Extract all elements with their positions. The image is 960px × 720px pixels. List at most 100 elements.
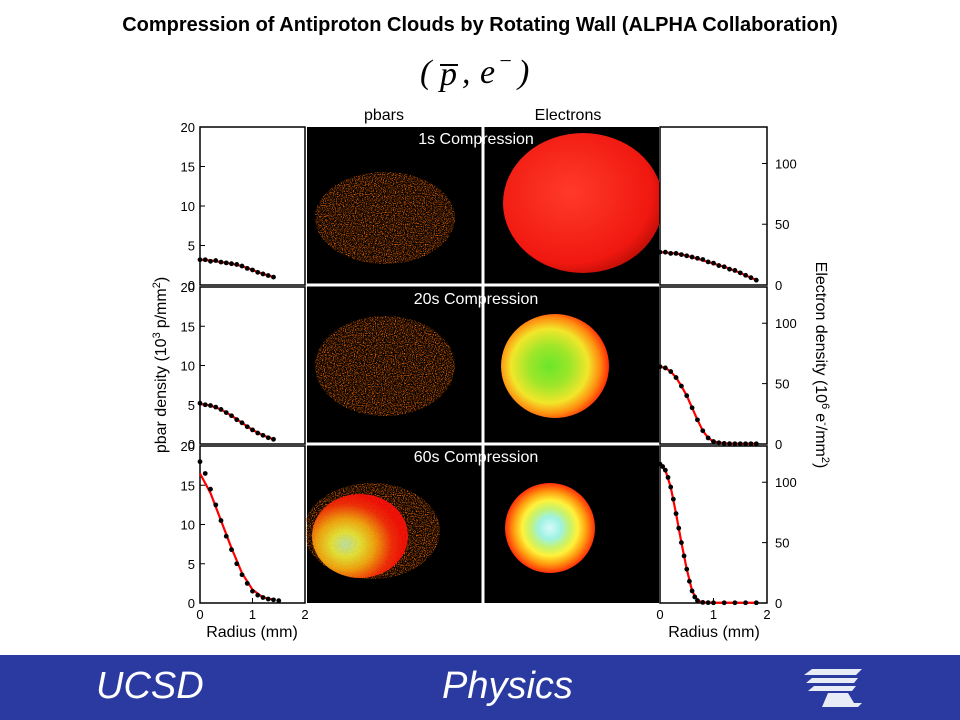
electron-data-point bbox=[668, 484, 674, 490]
electron-data-point bbox=[676, 525, 682, 531]
pbar-ytick-label: 10 bbox=[181, 518, 195, 533]
pbar-data-point bbox=[229, 261, 234, 267]
left-ylabel-main: pbar density (10 bbox=[153, 338, 170, 453]
pbar-data-point bbox=[260, 432, 266, 438]
electron-data-point bbox=[665, 475, 671, 480]
electron-ytick-label: 0 bbox=[775, 278, 782, 293]
pbars-column-label: pbars bbox=[364, 107, 404, 124]
pbar-data-point bbox=[255, 592, 261, 598]
pbar-data-point bbox=[229, 413, 234, 419]
pbar-data-point bbox=[265, 596, 271, 602]
electron-data-point bbox=[753, 441, 759, 447]
pbar-data-point bbox=[208, 403, 213, 408]
pbar-ytick-label: 20 bbox=[181, 120, 195, 135]
pbar-panel-1s: 0 5 10 15 20 bbox=[181, 120, 306, 293]
pbar-ytick-label: 15 bbox=[181, 160, 195, 175]
pbar-data-point bbox=[202, 471, 208, 476]
electron-cloud-60s bbox=[505, 483, 595, 573]
electron-data-point bbox=[721, 600, 727, 606]
row-label-20s: 20s Compression bbox=[414, 291, 539, 308]
electron-data-point bbox=[721, 264, 727, 270]
electron-data-point bbox=[684, 253, 690, 259]
pbar-data-point bbox=[234, 417, 240, 423]
pbar-data-point bbox=[202, 257, 208, 263]
pbar-data-point bbox=[197, 257, 203, 263]
electron-cloud-20s bbox=[501, 314, 609, 418]
pbar-ytick-label: 5 bbox=[188, 557, 195, 572]
pbar-data-point bbox=[234, 262, 240, 267]
pbar-ytick-label: 15 bbox=[181, 319, 195, 334]
formula-open-paren: ( bbox=[420, 54, 432, 91]
electron-data-point bbox=[657, 364, 663, 370]
electron-data-point bbox=[695, 598, 700, 603]
electron-data-point bbox=[689, 588, 695, 594]
pbar-data-point bbox=[244, 424, 250, 430]
electron-data-point bbox=[684, 393, 690, 399]
electron-density-plots: 0 50 100 0 50 100 0 50 100 0 1 2 bbox=[656, 126, 797, 622]
electron-data-point bbox=[753, 277, 759, 283]
electron-data-point bbox=[689, 254, 695, 260]
pbar-data-point bbox=[276, 598, 282, 604]
pbar-xtick-label: 1 bbox=[249, 607, 256, 622]
electron-ytick-label: 0 bbox=[775, 437, 782, 452]
left-xlabel: Radius (mm) bbox=[206, 624, 298, 641]
electron-data-point bbox=[670, 496, 676, 502]
electron-xtick-label: 0 bbox=[656, 607, 663, 622]
electron-data-point bbox=[705, 259, 711, 265]
left-ylabel-unit: p/mm bbox=[153, 288, 170, 328]
right-ylabel: Electron density (106 e-/mm2) bbox=[812, 262, 831, 469]
pbar-ytick-label: 0 bbox=[188, 596, 195, 611]
electron-ytick-label: 0 bbox=[775, 596, 782, 611]
pbar-data-point bbox=[255, 269, 261, 275]
electron-ytick-label: 100 bbox=[775, 156, 797, 171]
electron-data-point bbox=[700, 428, 706, 434]
pbar-cloud-60s-core bbox=[312, 494, 408, 578]
electron-data-point bbox=[732, 600, 738, 606]
left-ylabel-sup2: 2 bbox=[151, 282, 163, 288]
pbar-ytick-label: 5 bbox=[188, 398, 195, 413]
electron-data-point bbox=[716, 440, 722, 446]
electron-data-point bbox=[668, 251, 674, 256]
electron-data-point bbox=[695, 255, 700, 261]
right-ylabel-sup: 6 bbox=[819, 403, 831, 409]
pbar-data-point bbox=[260, 271, 266, 277]
electron-data-point bbox=[700, 599, 706, 605]
formula-electron: e bbox=[480, 54, 496, 91]
pbar-data-point bbox=[223, 260, 229, 266]
pbar-data-point bbox=[234, 561, 240, 567]
pbar-data-point bbox=[255, 430, 261, 436]
right-ylabel-unit: e bbox=[812, 413, 829, 422]
electron-data-point bbox=[679, 252, 684, 258]
pbar-data-point bbox=[271, 436, 276, 442]
pbar-data-point bbox=[197, 459, 203, 465]
electron-data-point bbox=[689, 405, 695, 411]
electrons-column-label: Electrons bbox=[535, 107, 602, 124]
electron-data-point bbox=[673, 251, 679, 256]
pbar-data-point bbox=[213, 502, 219, 508]
electron-data-point bbox=[692, 594, 698, 600]
electron-data-point bbox=[743, 600, 748, 606]
electron-data-point bbox=[673, 375, 679, 380]
pbar-data-point bbox=[265, 435, 271, 441]
electron-data-point bbox=[743, 272, 748, 278]
pbar-data-point bbox=[260, 595, 266, 600]
right-ylabel-main: Electron density (10 bbox=[812, 262, 829, 404]
row-label-1s: 1s Compression bbox=[418, 131, 534, 148]
electron-data-point bbox=[732, 268, 738, 273]
pbar-data-point bbox=[202, 402, 208, 408]
electron-data-point bbox=[705, 435, 711, 441]
pbar-data-point bbox=[218, 407, 224, 412]
electron-data-point bbox=[705, 600, 711, 606]
electron-xtick-label: 2 bbox=[763, 607, 770, 622]
ucsd-trident-logo-icon bbox=[804, 669, 862, 707]
formula-comma: , bbox=[462, 54, 471, 91]
pbar-ytick-label: 20 bbox=[181, 439, 195, 454]
footer-physics-text: Physics bbox=[442, 665, 573, 707]
electron-data-point bbox=[721, 440, 727, 446]
pbar-xtick-label: 0 bbox=[196, 607, 203, 622]
electron-data-point bbox=[660, 464, 666, 469]
electron-data-point bbox=[695, 417, 700, 423]
pbar-data-point bbox=[250, 267, 255, 273]
electron-data-point bbox=[668, 369, 674, 374]
electron-data-point bbox=[716, 263, 722, 268]
